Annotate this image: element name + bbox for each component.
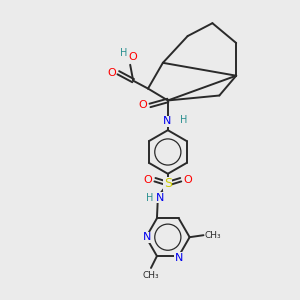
Text: H: H: [120, 48, 127, 58]
Text: O: O: [107, 68, 116, 78]
Text: H: H: [146, 193, 154, 202]
Text: N: N: [143, 232, 151, 242]
Text: N: N: [175, 253, 183, 263]
Text: O: O: [139, 100, 147, 110]
Text: S: S: [164, 177, 172, 190]
Text: N: N: [163, 116, 171, 126]
Text: O: O: [144, 175, 152, 185]
Text: N: N: [156, 193, 164, 202]
Text: O: O: [129, 52, 137, 62]
Text: H: H: [180, 115, 188, 125]
Text: CH₃: CH₃: [143, 271, 159, 280]
Text: O: O: [183, 175, 192, 185]
Text: CH₃: CH₃: [205, 231, 221, 240]
